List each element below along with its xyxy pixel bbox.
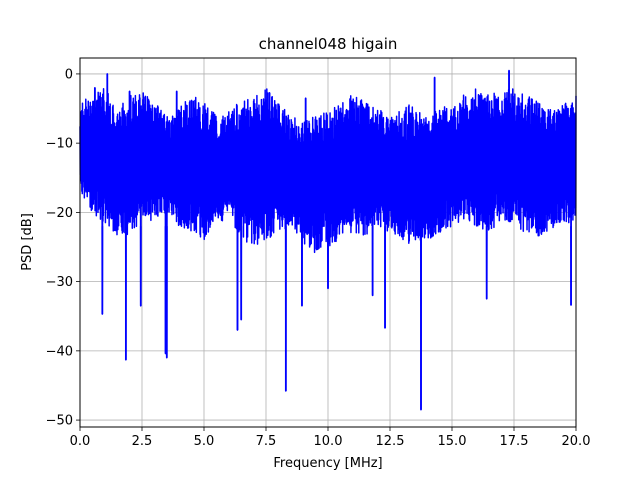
x-axis-label: Frequency [MHz] [273, 456, 382, 471]
y-tick-label: 0 [65, 67, 73, 82]
y-tick-label: −30 [46, 275, 73, 290]
axis-ticks: 0.0 2.5 5.0 7.5 10.0 12.5 15.0 17.5 20.0 0 −10 −20 −… [46, 67, 591, 449]
y-tick-label: −20 [46, 206, 73, 221]
psd-series-line [79, 69, 577, 411]
x-tick-label: 12.5 [376, 434, 405, 449]
x-tick-label: 5.0 [194, 434, 215, 449]
y-tick-label: −40 [46, 344, 73, 359]
x-tick-label: 17.5 [500, 434, 529, 449]
y-axis-label: PSD [dB] [20, 213, 35, 271]
y-tick-label: −50 [46, 414, 73, 429]
chart-title: channel048 higain [259, 35, 398, 53]
x-tick-label: 0.0 [70, 434, 91, 449]
series-layer [79, 69, 577, 411]
y-tick-label: −10 [46, 137, 73, 152]
x-tick-label: 7.5 [256, 434, 277, 449]
x-tick-label: 2.5 [132, 434, 153, 449]
x-tick-label: 15.0 [438, 434, 467, 449]
x-tick-label: 10.0 [314, 434, 343, 449]
x-tick-label: 20.0 [562, 434, 591, 449]
